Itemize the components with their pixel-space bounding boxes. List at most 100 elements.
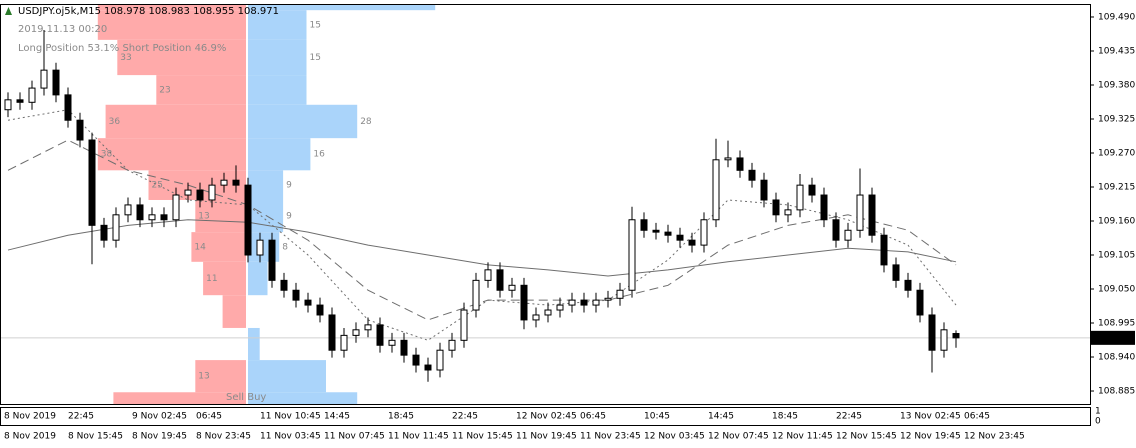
long-bar [222,295,246,328]
time-label-top: 06:45 [580,412,606,422]
time-label-top: 14:45 [324,412,350,422]
short-bar [248,138,311,171]
candle-body [748,169,756,181]
positions: Long Position 53.1% Short Position 46.9% [18,43,226,54]
time-label-bottom: 12 Nov 03:45 [644,432,705,442]
long-label: 14 [194,242,206,252]
candle-body [892,264,900,281]
short-bar [248,392,358,404]
long-bar [97,10,246,40]
moving-average [7,109,957,341]
y-tick-label: 109.435 [1098,46,1135,56]
candle-body [424,364,432,371]
y-tick-label: 109.050 [1098,285,1135,295]
short-label: 9 [286,212,292,222]
time-label-top: 18:45 [772,412,798,422]
candle-body [340,334,348,351]
y-tick-label: 108.995 [1098,319,1135,329]
candle-body [640,219,648,231]
short-label: 8 [282,242,288,252]
long-label: 36 [109,117,121,127]
short-label: 16 [313,150,325,160]
candle-body [904,279,912,291]
ohlc-close: 108.971 [238,6,279,17]
candle-body [916,289,924,316]
candle-body [772,199,780,216]
candle-body [40,69,48,89]
candle-body [868,194,876,236]
y-tick-label: 109.215 [1098,182,1135,192]
short-label: 15 [310,53,321,63]
time-label-bottom: 11 Nov 03:45 [260,432,321,442]
time-label-bottom: 11 Nov 07:45 [324,432,385,442]
candle-body [484,269,492,281]
plot-frame [0,4,1091,405]
time-label-top: 22:45 [68,412,94,422]
candle-body [364,324,372,331]
candle-body [136,204,144,221]
candle-body [544,309,552,316]
symbol-icon [5,7,12,15]
long-label: 11 [206,274,217,284]
time-label-top: 06:45 [196,412,222,422]
short-bar [248,39,307,76]
candle-body [844,229,852,241]
time-label-top: 8 Nov 2019 [4,412,56,422]
long-label: 38 [101,150,113,160]
candle-body [784,209,792,216]
ohlc-open: 108.978 [104,6,145,17]
long-bar [113,392,247,404]
short-bar [248,10,307,40]
ohlc-high: 108.983 [149,6,190,17]
long-bar [195,360,246,393]
time-label-top: 10:45 [644,412,670,422]
candle-body [268,239,276,281]
candle-body [796,184,804,211]
long-bar [97,4,246,11]
candle-body [628,219,636,291]
long-bar [156,75,246,105]
candle-body [280,279,288,291]
long-label: 33 [120,53,131,63]
candle-body [592,299,600,306]
time-label-top: 9 Nov 02:45 [132,412,187,422]
time-label-top: 13 Nov 02:45 [900,412,961,422]
long-label: 23 [159,85,170,95]
long-label: 13 [198,212,209,222]
time-label-top: 11 Nov 10:45 [260,412,321,422]
y-tick-label: 109.490 [1098,12,1135,22]
candle-body [940,329,948,351]
ohlc-text: 108.978 108.983 108.955 108.971 [104,6,279,17]
long-label: 13 [198,372,209,382]
candle-body [580,299,588,306]
y-tick-label: 108.885 [1098,387,1135,397]
candle-body [856,194,864,231]
candle-body [76,119,84,141]
candle-body [4,99,12,111]
candle-body [880,234,888,266]
candle-body [256,239,264,256]
candle-body [952,333,960,339]
candle-body [652,229,660,233]
candle-body [124,204,132,216]
candle-body [616,289,624,299]
candle-body [100,224,108,241]
candle-body [148,214,156,221]
time-label-bottom: 8 Nov 15:45 [68,432,123,442]
long-bar [97,138,246,171]
candle-body [532,314,540,321]
candle-body [184,189,192,196]
candle-body [568,299,576,306]
time-label-top: 12 Nov 02:45 [516,412,577,422]
candle-body [604,297,612,301]
time-label-bottom: 11 Nov 23:45 [580,432,641,442]
time-label-top: 06:45 [964,412,990,422]
time-label-bottom: 8 Nov 19:45 [132,432,187,442]
timestamp: 2019.11.13 00:20 [18,24,107,35]
candle-body [448,339,456,351]
candle-body [712,159,720,221]
short-bar [248,170,284,200]
candle-body [556,304,564,311]
